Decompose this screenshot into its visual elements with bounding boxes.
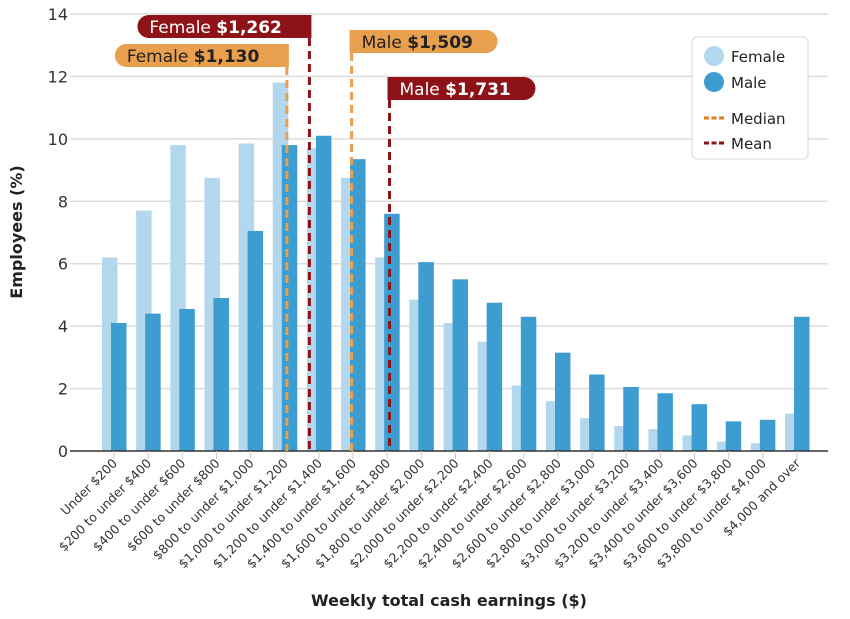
legend-label: Female <box>731 48 785 66</box>
bar-male <box>247 230 264 451</box>
reference-label-flag <box>137 15 312 38</box>
bar-male <box>691 404 708 451</box>
bar-male <box>145 313 161 451</box>
x-axis: Under $200$200 to under $400$400 to unde… <box>55 450 828 571</box>
legend-swatch-female <box>704 46 724 66</box>
y-axis-ticks: 0 2 4 6 8 10 12 14 <box>48 5 68 461</box>
legend-label: Male <box>731 74 767 92</box>
legend-label: Median <box>731 110 786 128</box>
bar-female <box>716 441 733 451</box>
reference-label: Male $1,509 <box>362 33 473 53</box>
y-tick-label: 2 <box>58 380 68 399</box>
reference-value-label: $1,509 <box>407 33 473 53</box>
reference-label-flag <box>387 77 536 100</box>
reference-label-flag <box>114 44 289 67</box>
gridlines <box>70 13 828 390</box>
bar-male <box>111 323 127 451</box>
reference-label-flag <box>349 30 498 53</box>
reference-label: Male $1,731 <box>399 80 510 100</box>
reference-label: Female $1,130 <box>127 47 260 67</box>
bar-male <box>384 213 400 451</box>
bar-male <box>418 262 434 451</box>
y-tick-label: 6 <box>58 255 68 274</box>
y-axis-label: Employees (%) <box>7 165 26 298</box>
reference-value-label: $1,731 <box>445 80 511 100</box>
bar-male <box>623 387 639 451</box>
bar-female <box>750 443 767 451</box>
bar-male <box>350 159 366 451</box>
bar-male <box>179 308 195 451</box>
reference-label: Female $1,262 <box>149 18 281 38</box>
reference-group-label: Male <box>399 80 445 100</box>
reference-mean-male: Male $1,731 <box>387 77 536 451</box>
bar-male <box>725 421 742 451</box>
reference-median-female: Female $1,130 <box>114 44 289 451</box>
bar-male <box>452 279 468 451</box>
y-tick-label: 8 <box>58 192 68 211</box>
bar-male <box>589 374 605 451</box>
y-tick-label: 10 <box>48 130 68 149</box>
reference-value-label: $1,130 <box>194 47 260 67</box>
bar-male <box>759 419 776 451</box>
bar-male <box>794 316 810 451</box>
legend-box <box>691 36 809 160</box>
reference-mean-female: Female $1,262 <box>137 15 312 451</box>
reference-value-label: $1,262 <box>216 18 282 38</box>
reference-group-label: Female <box>127 47 194 67</box>
bar-male <box>486 302 503 451</box>
bar-male <box>520 316 537 451</box>
legend-swatch-male <box>704 72 724 92</box>
y-tick-label: 12 <box>48 67 68 86</box>
legend-label: Mean <box>731 135 772 153</box>
y-tick-label: 14 <box>48 5 68 24</box>
reference-median-male: Male $1,509 <box>349 30 498 451</box>
bar-male <box>281 145 298 451</box>
bar-male <box>315 135 332 451</box>
bar-male <box>213 298 229 451</box>
reference-group-label: Male <box>362 33 408 53</box>
legend: Female Male Median Mean <box>691 36 809 160</box>
y-tick-label: 0 <box>58 442 68 461</box>
reference-group-label: Female <box>149 18 216 38</box>
y-tick-label: 4 <box>58 317 68 336</box>
x-axis-label: Weekly total cash earnings ($) <box>311 591 587 610</box>
bar-male <box>554 352 571 451</box>
bar-male <box>657 393 673 451</box>
